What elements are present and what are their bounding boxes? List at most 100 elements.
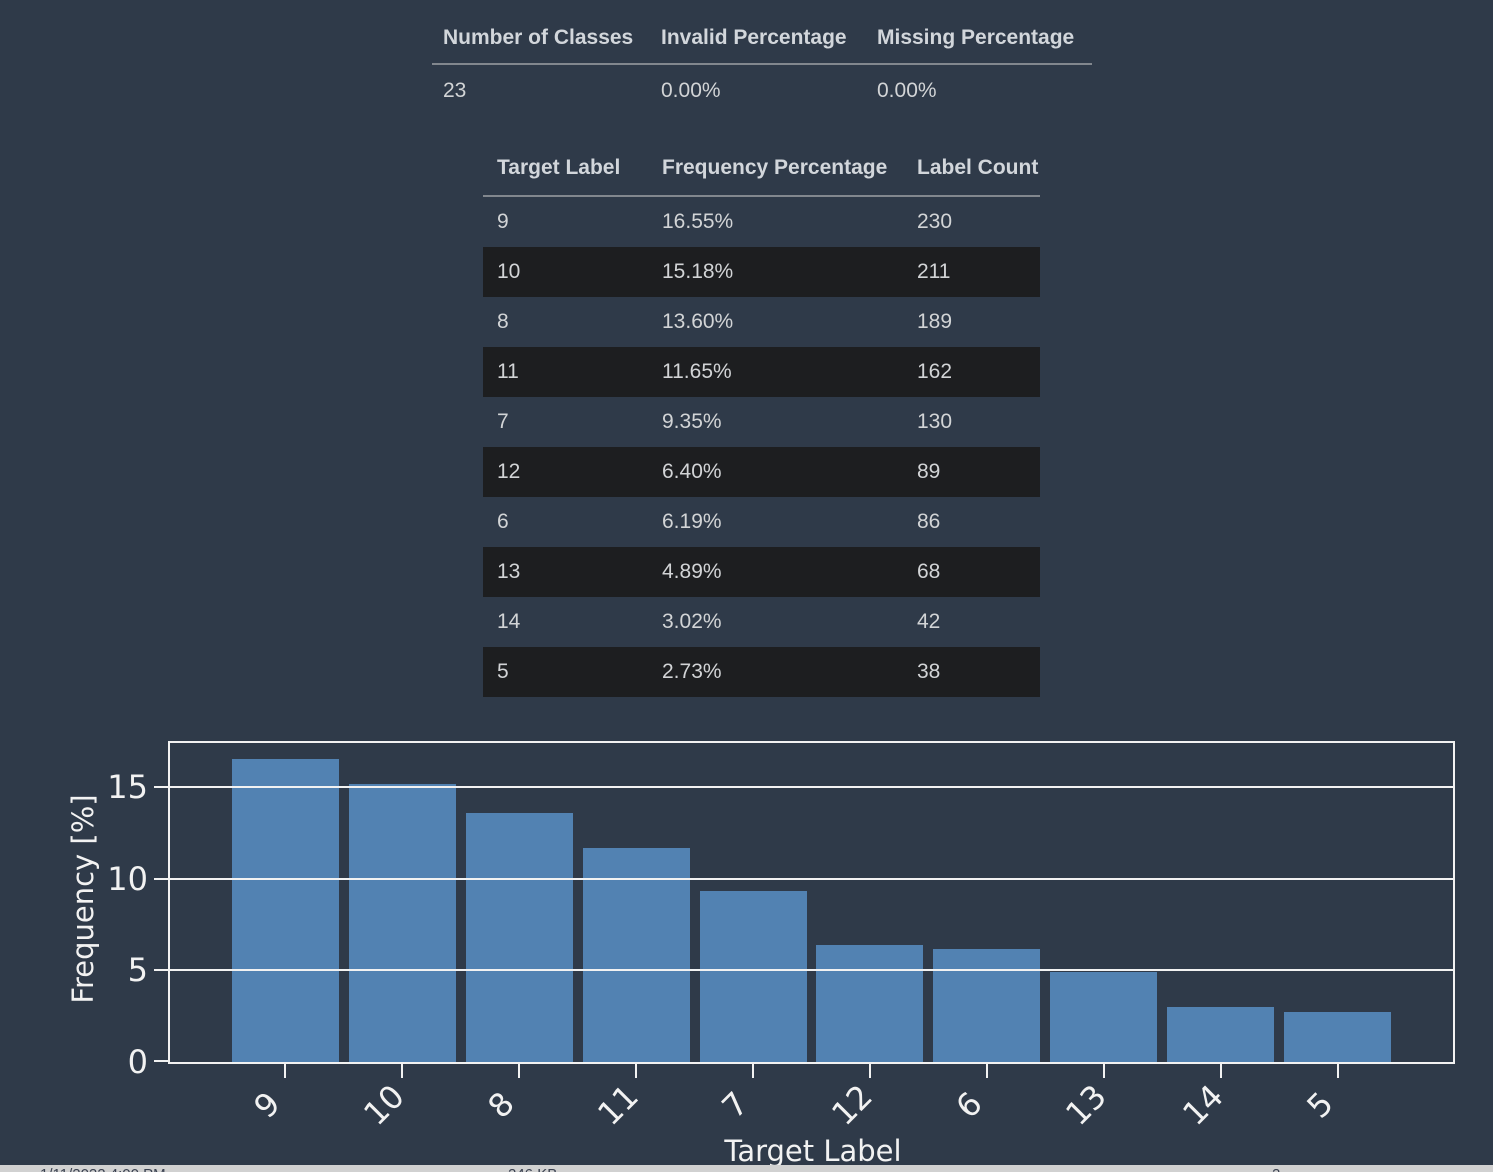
truncated-text-fragment: 246 KB xyxy=(508,1166,557,1172)
number-of-classes-value: 23 xyxy=(443,79,467,102)
column-header-number-of-classes: Number of Classes xyxy=(443,26,634,49)
target-label-cell: 6 xyxy=(497,510,509,533)
bar-14 xyxy=(1167,1007,1275,1062)
table-row: 7 9.35% 130 xyxy=(483,397,1040,447)
bar-11 xyxy=(582,848,690,1062)
target-label-cell: 10 xyxy=(497,260,521,283)
target-label-cell: 9 xyxy=(497,210,509,233)
class-summary-header: Number of Classes Invalid Percentage Mis… xyxy=(432,12,1092,63)
target-label-cell: 12 xyxy=(497,460,521,483)
target-label-table-header: Target Label Frequency Percentage Label … xyxy=(483,140,1040,197)
frequency-percentage-cell: 16.55% xyxy=(662,210,734,233)
table-row: 6 6.19% 86 xyxy=(483,497,1040,547)
summary-table-divider xyxy=(432,63,1092,65)
x-tick-label: 13 xyxy=(1058,1077,1114,1133)
y-tick-mark xyxy=(154,969,168,971)
x-tick-mark xyxy=(635,1064,637,1078)
label-count-cell: 211 xyxy=(917,260,951,283)
x-tick-label: 9 xyxy=(246,1084,288,1126)
bar-slot xyxy=(1162,743,1279,1062)
bar-13 xyxy=(1050,972,1158,1062)
x-tick-mark xyxy=(752,1064,754,1078)
x-tick-label: 6 xyxy=(948,1084,990,1126)
label-count-cell: 68 xyxy=(917,560,941,583)
bar-slot xyxy=(578,743,695,1062)
y-tick-label: 5 xyxy=(127,951,148,989)
gridline xyxy=(170,969,1453,971)
truncated-text-fragment: 1/11/2022 4:00 PM xyxy=(40,1166,166,1172)
x-tick-mark xyxy=(284,1064,286,1078)
x-tick-mark xyxy=(518,1064,520,1078)
table-row: 9 16.55% 230 xyxy=(483,197,1040,247)
x-tick-mark xyxy=(401,1064,403,1078)
table-row: 5 2.73% 38 xyxy=(483,647,1040,697)
label-count-cell: 230 xyxy=(917,210,953,233)
bar-slot xyxy=(1279,743,1396,1062)
frequency-percentage-cell: 4.89% xyxy=(662,560,722,583)
label-count-cell: 38 xyxy=(917,660,941,683)
target-label-cell: 8 xyxy=(497,310,509,333)
bar-slot xyxy=(461,743,578,1062)
table-row: 14 3.02% 42 xyxy=(483,597,1040,647)
column-header-invalid-percentage: Invalid Percentage xyxy=(661,26,847,49)
y-tick-mark xyxy=(154,878,168,880)
frequency-percentage-cell: 15.18% xyxy=(662,260,734,283)
label-count-cell: 130 xyxy=(917,410,953,433)
x-tick-label: 14 xyxy=(1175,1077,1231,1133)
bar-slot xyxy=(1045,743,1162,1062)
truncated-bottom-row: 1/11/2022 4:00 PM 246 KB 2 xyxy=(0,1165,1493,1172)
invalid-percentage-value: 0.00% xyxy=(661,79,721,102)
x-tick-label: 8 xyxy=(480,1084,522,1126)
column-header-frequency-percentage: Frequency Percentage xyxy=(662,155,888,179)
target-label-cell: 13 xyxy=(497,560,521,583)
y-tick-label: 15 xyxy=(107,768,148,806)
column-header-missing-percentage: Missing Percentage xyxy=(877,26,1075,49)
x-tick-mark xyxy=(1220,1064,1222,1078)
column-header-target-label: Target Label xyxy=(497,155,621,179)
frequency-percentage-cell: 6.19% xyxy=(662,510,722,533)
label-count-cell: 86 xyxy=(917,510,941,533)
x-tick-label: 5 xyxy=(1299,1084,1341,1126)
y-tick-label: 10 xyxy=(107,860,148,898)
gridline xyxy=(170,786,1453,788)
target-label-cell: 5 xyxy=(497,660,509,683)
x-tick-mark xyxy=(986,1064,988,1078)
class-summary-table: Number of Classes Invalid Percentage Mis… xyxy=(432,12,1092,116)
label-count-cell: 89 xyxy=(917,460,941,483)
target-label-table-body: 9 16.55% 230 10 15.18% 211 8 13.60% 189 11 11.65% 1… xyxy=(483,197,1040,697)
bar-slot xyxy=(695,743,812,1062)
table-row: 10 15.18% 211 xyxy=(483,247,1040,297)
frequency-percentage-cell: 2.73% xyxy=(662,660,722,683)
bar-9 xyxy=(231,759,339,1062)
label-count-cell: 42 xyxy=(917,610,941,633)
bar-group xyxy=(227,743,1396,1062)
bar-slot xyxy=(227,743,344,1062)
x-axis-label: Target Label xyxy=(724,1134,902,1168)
missing-percentage-value: 0.00% xyxy=(877,79,937,102)
y-tick-mark xyxy=(154,786,168,788)
gridline xyxy=(170,878,1453,880)
label-count-cell: 162 xyxy=(917,360,953,383)
x-tick-label: 11 xyxy=(590,1077,646,1133)
frequency-bar-chart: 0 5 10 15 9 10 8 11 7 12 6 13 14 5 xyxy=(107,741,1455,1133)
bar-12 xyxy=(816,945,924,1062)
frequency-percentage-cell: 13.60% xyxy=(662,310,734,333)
table-row: 13 4.89% 68 xyxy=(483,547,1040,597)
bar-7 xyxy=(699,891,807,1062)
x-tick-mark xyxy=(869,1064,871,1078)
bar-8 xyxy=(465,813,573,1062)
target-label-cell: 7 xyxy=(497,410,509,433)
x-tick-mark xyxy=(1103,1064,1105,1078)
bar-slot xyxy=(344,743,461,1062)
y-axis-label: Frequency [%] xyxy=(66,794,100,1004)
target-label-cell: 11 xyxy=(497,360,519,383)
label-count-cell: 189 xyxy=(917,310,953,333)
y-tick-mark xyxy=(154,1060,168,1062)
target-label-cell: 14 xyxy=(497,610,521,633)
x-tick-label: 10 xyxy=(356,1077,412,1133)
y-tick-label: 0 xyxy=(127,1043,148,1081)
class-summary-values: 23 0.00% 0.00% xyxy=(432,65,1092,116)
table-row: 12 6.40% 89 xyxy=(483,447,1040,497)
x-tick-label: 12 xyxy=(824,1077,880,1133)
bar-slot xyxy=(928,743,1045,1062)
